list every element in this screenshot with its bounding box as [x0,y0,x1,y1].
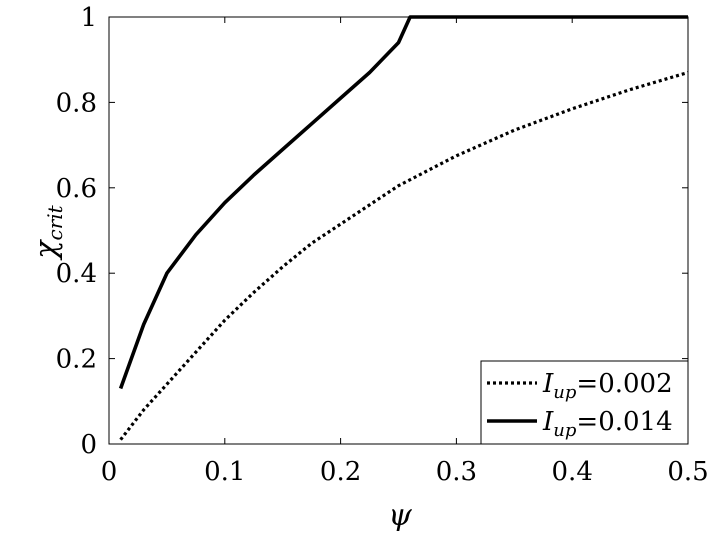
y-axis-label-symbol: χ [29,239,64,261]
legend-label-0: Iup=0.002 [542,369,673,403]
legend-symbol: I [542,407,554,437]
y-tick-label: 0 [80,430,97,460]
y-tick-label: 0.8 [56,88,97,118]
svg-text:χcrit: χcrit [29,204,67,260]
y-tick-label: 0.2 [56,345,97,375]
x-tick-label: 0.4 [552,457,593,487]
legend-value: =0.014 [576,407,672,437]
legend-box [480,360,689,445]
x-tick-label: 0.5 [667,457,708,487]
x-tick-label: 0 [101,457,118,487]
series-line-0 [119,70,689,441]
legend-subscript: up [553,382,577,403]
x-tick-label: 0.3 [436,457,477,487]
y-axis-label-subscript: crit [43,204,67,240]
y-tick-label: 0.4 [56,259,97,289]
legend-symbol: I [542,369,554,399]
y-axis-label: χcrit [29,204,67,260]
series-line-1 [118,15,688,390]
y-tick-label: 1 [80,3,97,33]
plot-area: 0 0.1 0.2 0.3 0.4 0.5 0 0.2 0.4 0.6 0.8 1 [56,3,709,487]
legend-value: =0.002 [576,369,672,399]
x-tick-label: 0.2 [320,457,361,487]
x-axis-label: ψ [388,498,412,533]
plot-frame [108,16,689,445]
x-tick-label: 0.1 [204,457,245,487]
legend-subscript: up [553,420,577,441]
y-tick-label: 0.6 [56,174,97,204]
legend-label-1: Iup=0.014 [542,407,673,441]
